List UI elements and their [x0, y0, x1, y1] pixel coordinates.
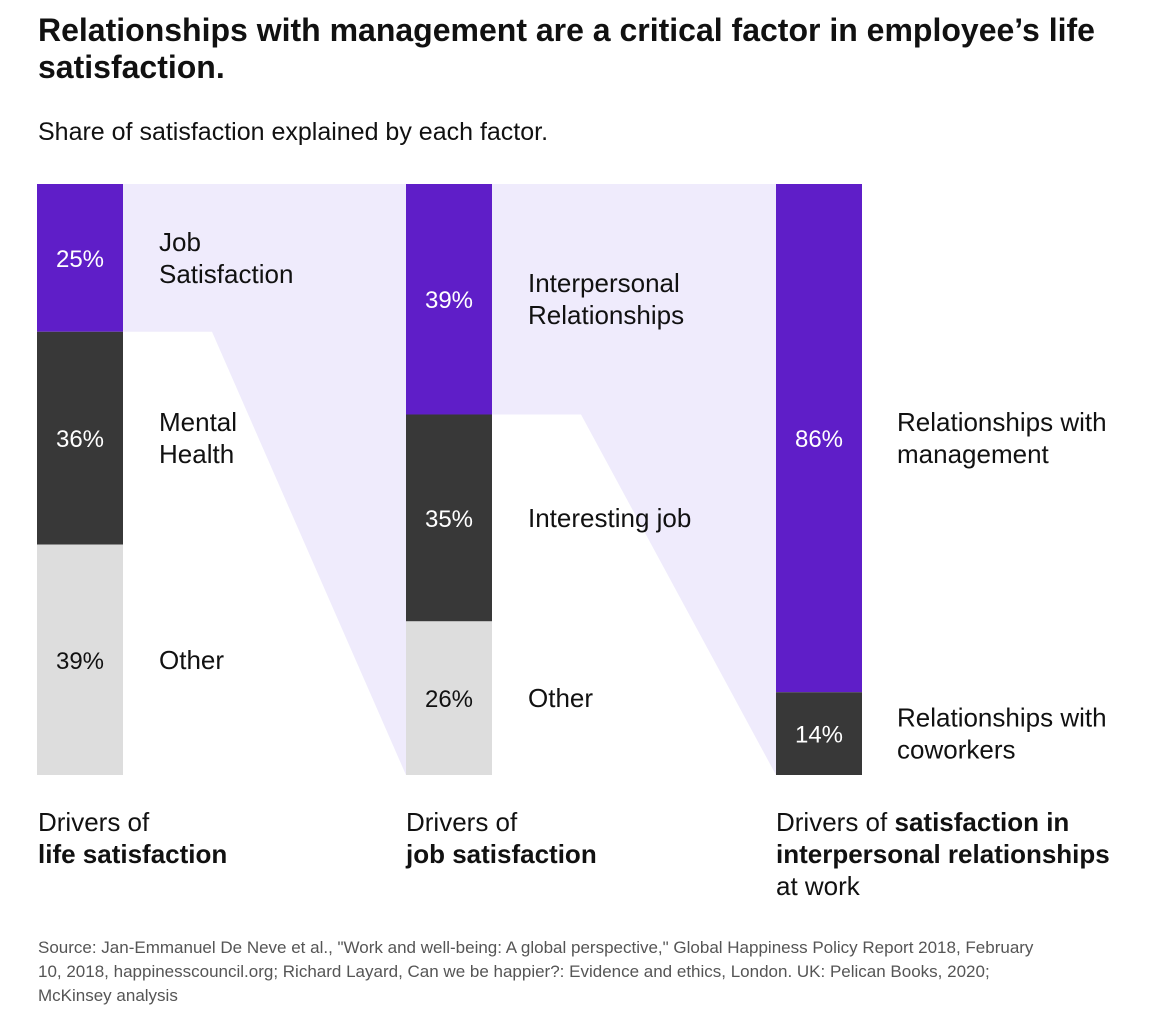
value-label: 14% — [795, 722, 843, 749]
value-label: 35% — [425, 506, 473, 533]
stacked-bar-3: 86% Relationships with management 14% Relati… — [776, 184, 1107, 775]
bar-segment — [776, 184, 862, 693]
caption-normal-text: Drivers of — [38, 807, 150, 837]
value-label: 36% — [56, 426, 104, 453]
bar-segment — [37, 544, 123, 775]
stacked-bars-chart: 25% Job Satisfaction 36% Mental Health 39% Othe… — [37, 184, 1107, 775]
chart-title: Relationships with management are a crit… — [38, 12, 1095, 85]
caption-life-satisfaction: Drivers of life satisfaction — [38, 806, 368, 870]
connector-band — [123, 184, 406, 775]
category-label: Mental Health — [159, 407, 237, 469]
category-label: Job Satisfaction — [159, 227, 293, 289]
caption-bold-text: job satisfaction — [406, 839, 597, 869]
bar-segment — [406, 184, 492, 415]
source-note: Source: Jan-Emmanuel De Neve et al., "Wo… — [38, 938, 1034, 1005]
value-label: 39% — [56, 648, 104, 675]
caption-tail-text: at work — [776, 871, 860, 901]
value-label: 25% — [56, 246, 104, 273]
category-label: Relationships with coworkers — [897, 703, 1107, 765]
caption-normal-text: Drivers of — [406, 807, 518, 837]
bar-segment — [776, 692, 862, 775]
stacked-bar-2: 39% Interpersonal Relationships 35% Interest… — [406, 184, 691, 775]
category-label: Interpersonal Relationships — [528, 268, 684, 330]
caption-bold-text: satisfaction in interpersonal relationsh… — [776, 807, 1110, 869]
bar-segment — [37, 331, 123, 545]
category-label: Other — [159, 645, 224, 675]
value-label: 26% — [425, 686, 473, 713]
bar-segment — [406, 621, 492, 775]
connector-layer — [123, 184, 776, 775]
bar-segment — [406, 414, 492, 622]
chart-subtitle: Share of satisfaction explained by each … — [38, 118, 549, 146]
connector-band — [492, 184, 776, 775]
value-label: 39% — [425, 287, 473, 314]
bar-segment — [37, 184, 123, 332]
caption-bold-text: life satisfaction — [38, 839, 228, 869]
caption-interpersonal: Drivers of satisfaction in interpersonal… — [776, 806, 1156, 902]
stacked-bar-1: 25% Job Satisfaction 36% Mental Health 39% Othe… — [37, 184, 293, 775]
caption-normal-text: Drivers of — [776, 807, 888, 837]
category-label: Interesting job — [528, 503, 691, 533]
category-label: Relationships with management — [897, 407, 1107, 469]
category-label: Other — [528, 683, 593, 713]
value-label: 86% — [795, 426, 843, 453]
caption-job-satisfaction: Drivers of job satisfaction — [406, 806, 736, 870]
